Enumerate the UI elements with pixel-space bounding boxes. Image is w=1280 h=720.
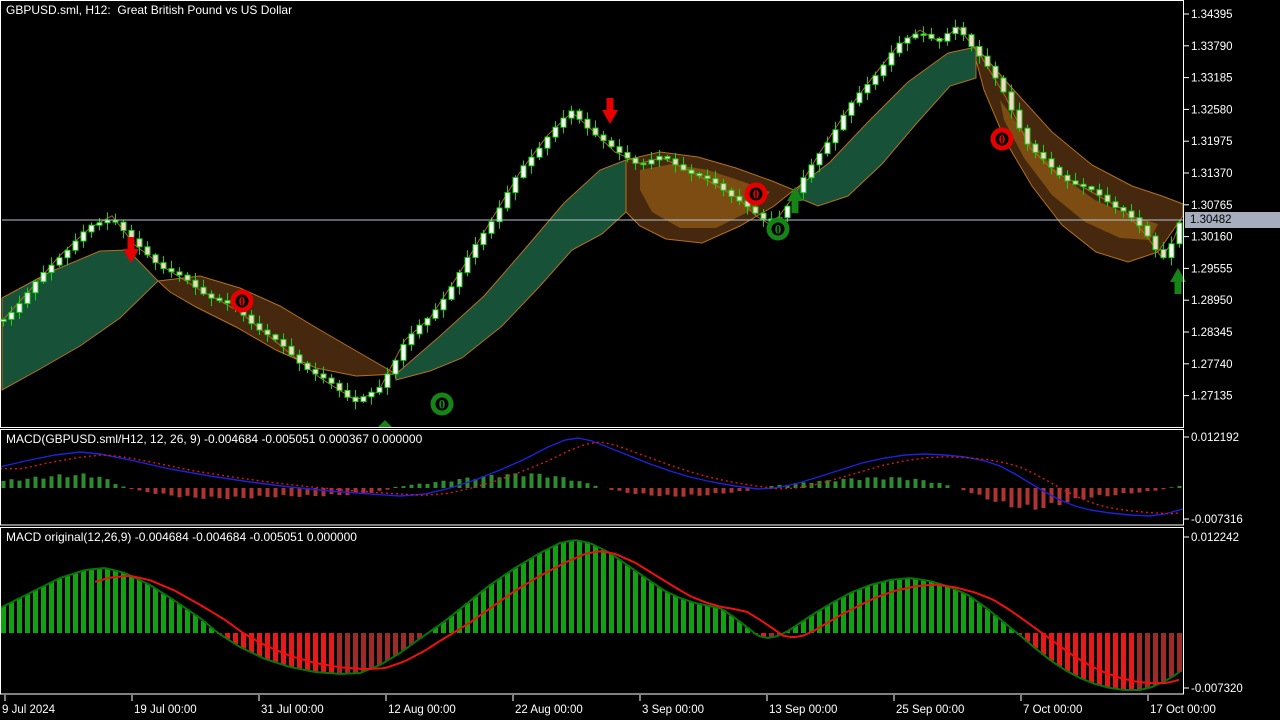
time-axis-hitarea[interactable] (0, 695, 1280, 720)
svg-text:0: 0 (239, 294, 246, 309)
svg-text:0: 0 (439, 397, 446, 412)
time-axis-label: 22 Aug 00:00 (515, 704, 583, 716)
chart-title: GBPUSD.sml, H12: Great British Pound vs … (6, 3, 293, 17)
svg-text:0: 0 (753, 187, 760, 202)
price-axis-label: 1.30765 (1191, 200, 1233, 212)
price-axis-hitarea[interactable] (1184, 0, 1280, 695)
red-zero-signal-icon: 0 (230, 289, 254, 313)
time-axis-label: 12 Aug 00:00 (388, 704, 456, 716)
buy-arrow-icon (1170, 268, 1186, 294)
macd-original-panel-title: MACD original(12,26,9) -0.004684 -0.0046… (6, 530, 357, 544)
indicator-axis-label: 0.012242 (1191, 532, 1239, 544)
time-axis-label: 9 Jul 2024 (2, 704, 56, 716)
price-axis-label: 1.28950 (1191, 295, 1233, 307)
price-axis-label: 1.33790 (1191, 41, 1233, 53)
price-axis-label: 1.27135 (1191, 391, 1233, 403)
price-axis-label: 1.27740 (1191, 359, 1233, 371)
svg-text:0: 0 (999, 132, 1006, 147)
time-axis[interactable]: 9 Jul 2024 19 Jul 00:00 31 Jul 00:00 12 Aug… (2, 695, 1216, 716)
time-axis-label: 3 Sep 00:00 (642, 704, 704, 716)
macd-original-panel (0, 539, 1182, 691)
green-zero-signal-icon: 0 (430, 392, 454, 416)
current-price-label: 1.30482 (1185, 212, 1280, 228)
indicator-axis-label: -0.007320 (1191, 683, 1243, 695)
price-axis-label: 1.31370 (1191, 168, 1233, 180)
macd-panel (0, 437, 1184, 517)
panel-borders (0, 0, 1184, 695)
red-zero-signal-icon: 0 (744, 182, 768, 206)
price-axis-label: 1.28345 (1191, 327, 1233, 339)
price-axis-label: 1.29555 (1191, 263, 1233, 275)
macd-panel-title: MACD(GBPUSD.sml/H12, 12, 26, 9) -0.00468… (6, 432, 423, 446)
time-axis-label: 13 Sep 00:00 (769, 704, 837, 716)
price-axis-label: 1.33185 (1191, 73, 1233, 85)
price-axis-label: 1.34395 (1191, 9, 1233, 21)
price-axis[interactable]: 1.34395 1.33790 1.33185 1.32580 1.31975 1.313… (1184, 9, 1243, 695)
price-axis-label: 1.31975 (1191, 136, 1233, 148)
svg-text:0: 0 (775, 222, 782, 237)
time-axis-label: 25 Sep 00:00 (896, 704, 964, 716)
indicator-axis-label: -0.007316 (1191, 514, 1243, 526)
buy-arrow-icon (377, 420, 393, 428)
sell-arrow-icon (602, 98, 618, 124)
sell-arrow-icon (123, 237, 139, 263)
price-axis-label: 1.30160 (1191, 232, 1233, 244)
green-zero-signal-icon: 0 (766, 217, 790, 241)
time-axis-label: 17 Oct 00:00 (1150, 704, 1216, 716)
price-axis-label: 1.32580 (1191, 104, 1233, 116)
time-axis-label: 7 Oct 00:00 (1023, 704, 1082, 716)
indicator-axis-label: 0.012192 (1191, 432, 1239, 444)
red-zero-signal-icon: 0 (990, 127, 1014, 151)
time-axis-label: 31 Jul 00:00 (261, 704, 324, 716)
trade-signal-markers: 0 0 0 0 0 (123, 98, 1186, 428)
time-axis-label: 19 Jul 00:00 (134, 704, 197, 716)
buy-arrow-icon (787, 187, 803, 213)
